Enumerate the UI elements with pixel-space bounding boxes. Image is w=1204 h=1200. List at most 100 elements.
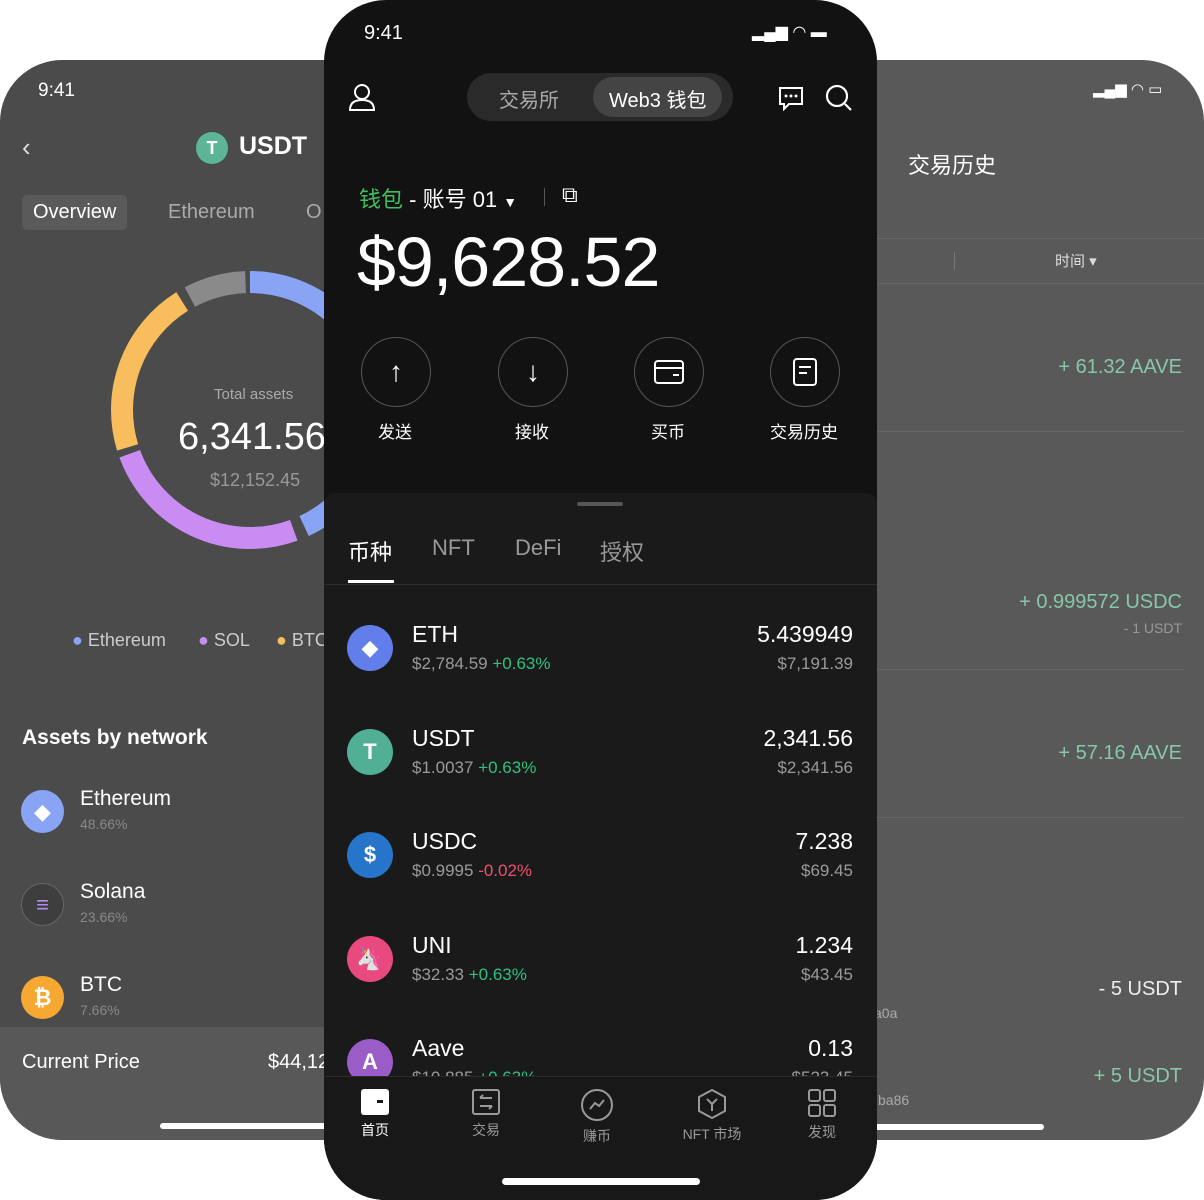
tab-web3-wallet[interactable]: Web3 钱包 xyxy=(593,77,723,117)
history-button[interactable] xyxy=(770,337,840,407)
donut-center-value: 6,341.56 xyxy=(178,416,326,458)
token-symbol: USDC xyxy=(412,828,478,854)
center-phone-screen: 9:41 ▂▄▆ ◠ ▬ 交易所 Web3 钱包 钱包 - 账号 01 ▼ ⧉ … xyxy=(324,0,877,1200)
status-icons: ▂▄▆ ◠ ▭ xyxy=(1093,81,1163,98)
token-symbol: UNI xyxy=(412,931,452,958)
nav-earn[interactable]: 赚币 xyxy=(557,1088,637,1146)
token-value: $7,191.39 xyxy=(777,654,853,673)
legend-btc: ● BTC xyxy=(276,630,328,650)
home-indicator xyxy=(160,1123,360,1129)
token-price: $1.0037 +0.63% xyxy=(412,757,537,777)
home-indicator xyxy=(850,1124,1044,1130)
token-value: $69.45 xyxy=(801,861,853,880)
tab-overview[interactable]: Overview xyxy=(22,195,128,230)
token-price: $0.9995 -0.02% xyxy=(412,861,533,880)
tx-amount: - 5 USDT xyxy=(1098,978,1182,1000)
token-price: $2,784.59 +0.63% xyxy=(412,654,551,673)
receive-button[interactable]: ↓ xyxy=(498,337,568,407)
token-amount: 2,341.56 xyxy=(763,724,853,751)
solana-icon: ≡ xyxy=(21,883,64,926)
account-selector[interactable]: 钱包 - 账号 01 ▼ xyxy=(359,187,518,212)
legend-sol: ● SOL xyxy=(198,630,250,650)
token-row[interactable]: $ USDC $0.9995 -0.02% 7.238 $69.45 xyxy=(324,828,877,918)
history-label: 交易历史 xyxy=(770,423,838,442)
token-amount: 5.439949 xyxy=(757,621,853,647)
network-pct: 7.66% xyxy=(80,1002,120,1018)
send-button[interactable]: ↑ xyxy=(361,337,431,407)
buy-button[interactable] xyxy=(634,337,704,407)
tab-ethereum[interactable]: Ethereum xyxy=(168,201,255,223)
nav-home[interactable]: 首页 xyxy=(335,1088,415,1140)
tx-amount: + 57.16 AAVE xyxy=(1058,742,1182,764)
price-value: $44,12 xyxy=(268,1051,330,1073)
swap-icon xyxy=(472,1089,500,1115)
price-bar: Current Price $44,12 xyxy=(0,1027,360,1140)
time-filter[interactable]: 时间 ▾ xyxy=(1055,253,1097,270)
token-symbol: Aave xyxy=(412,1035,465,1061)
tab-approvals[interactable]: 授权 xyxy=(600,540,645,565)
status-time: 9:41 xyxy=(38,80,75,101)
drag-handle[interactable] xyxy=(577,502,623,506)
token-price: $32.33 +0.63% xyxy=(412,964,527,984)
token-icon: 🦄 xyxy=(347,935,393,982)
search-icon[interactable] xyxy=(824,83,854,113)
network-name[interactable]: Ethereum xyxy=(80,787,172,810)
left-phone-screen: 9:41 ‹ T USDT Overview Ethereum O Total … xyxy=(0,60,360,1140)
tab-tokens[interactable]: 币种 xyxy=(348,540,393,565)
tab-nft[interactable]: NFT xyxy=(432,535,475,560)
donut-center-label: Total assets xyxy=(214,386,294,403)
copy-icon[interactable]: ⧉ xyxy=(562,182,578,207)
donut-center-sub: $12,152.45 xyxy=(210,470,301,490)
message-icon[interactable] xyxy=(777,85,805,111)
tab-other[interactable]: O xyxy=(306,201,322,223)
token-icon: ◆ xyxy=(347,625,393,671)
network-name[interactable]: Solana xyxy=(80,880,146,903)
earn-icon xyxy=(581,1089,613,1121)
nft-icon xyxy=(698,1088,726,1120)
tab-exchange[interactable]: 交易所 xyxy=(499,90,559,112)
token-row[interactable]: 🦄 UNI $32.33 +0.63% 1.234 $43.45 xyxy=(324,932,877,1022)
nav-discover[interactable]: 发现 xyxy=(782,1088,862,1142)
token-row[interactable]: ◆ ETH $2,784.59 +0.63% 5.439949 $7,191.3… xyxy=(324,621,877,711)
tx-hash: ba86 xyxy=(878,1092,910,1108)
token-value: $2,341.56 xyxy=(777,757,853,777)
buy-label: 买币 xyxy=(651,423,685,442)
active-tab-underline xyxy=(348,580,394,583)
segment-sol xyxy=(119,449,298,549)
tx-amount: + 61.32 AAVE xyxy=(1058,356,1182,378)
btc-icon: ₿ xyxy=(21,976,64,1019)
document-icon xyxy=(793,358,817,386)
profile-icon[interactable] xyxy=(348,82,376,112)
network-name[interactable]: BTC xyxy=(80,973,122,996)
tx-sub: - 1 USDT xyxy=(1123,620,1182,636)
tab-defi[interactable]: DeFi xyxy=(515,535,562,560)
page-title: 交易历史 xyxy=(908,153,997,178)
token-icon: $ xyxy=(347,832,393,878)
total-balance: $9,628.52 xyxy=(357,223,660,301)
segment-other xyxy=(184,271,247,307)
send-label: 发送 xyxy=(378,423,412,442)
mode-switch: 交易所 Web3 钱包 xyxy=(467,73,733,121)
token-symbol: USDT xyxy=(412,724,475,751)
back-icon[interactable]: ‹ xyxy=(22,132,31,162)
card-icon xyxy=(654,360,684,384)
nav-trade[interactable]: 交易 xyxy=(446,1088,526,1140)
arrow-down-icon: ↓ xyxy=(526,356,540,387)
section-title: Assets by network xyxy=(22,726,208,749)
token-symbol: ETH xyxy=(412,621,458,647)
token-row[interactable]: T USDT $1.0037 +0.63% 2,341.56 $2,341.56 xyxy=(324,725,877,815)
nav-nft-market[interactable]: NFT 市场 xyxy=(670,1088,754,1144)
usdt-icon: T xyxy=(196,132,228,164)
network-pct: 23.66% xyxy=(80,909,128,925)
tx-amount: + 5 USDT xyxy=(1093,1065,1182,1087)
token-amount: 0.13 xyxy=(808,1035,853,1061)
network-pct: 48.66% xyxy=(80,816,128,832)
legend-ethereum: ● Ethereum xyxy=(72,630,166,650)
home-icon xyxy=(361,1089,389,1115)
status-time: 9:41 xyxy=(364,22,403,44)
price-label: Current Price xyxy=(22,1051,140,1073)
tx-amount: + 0.999572 USDC xyxy=(1019,591,1182,613)
arrow-up-icon: ↑ xyxy=(389,356,403,387)
token-icon: T xyxy=(347,728,393,775)
tx-hash: a0a xyxy=(874,1005,898,1021)
